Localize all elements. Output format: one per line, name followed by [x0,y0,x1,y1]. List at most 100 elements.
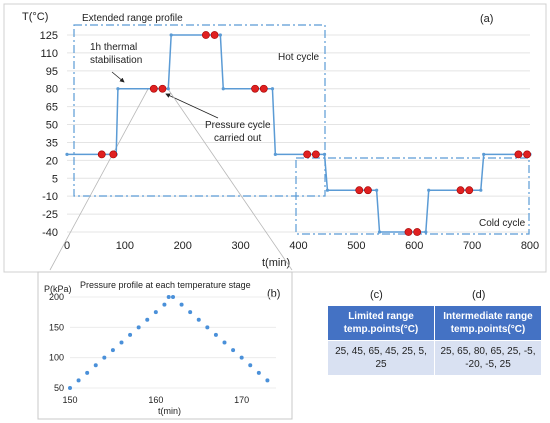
pressure-cycle-arrow [165,93,219,119]
stabilisation-arrow [111,71,125,83]
panel-b-y-label: P(kPa) [44,284,72,294]
pressure-cycle-marker [149,84,158,93]
pressure-cycle-marker [259,84,268,93]
pressure-point [231,348,236,353]
pressure-point [179,302,184,307]
x-tick-label: 170 [234,395,249,405]
pressure-cycle-marker [456,186,465,195]
series-point [424,230,428,234]
panel-b-x-label: t(min) [158,406,181,416]
pressure-cycle-marker [311,150,320,159]
y-tick-label: 110 [40,48,58,60]
pressure-point [110,348,115,353]
pressure-cycle-annotation: Pressure cycle carried out [205,120,271,144]
x-tick-label: 160 [148,395,163,405]
pressure-cycle-marker [523,150,532,159]
panel-b-label: (b) [267,288,280,300]
pressure-cycle-marker [364,186,372,195]
panel-a-label: (a) [480,13,493,25]
panel-a-title: Extended range profile [82,13,183,24]
pressure-point [153,310,158,315]
y-tick-label: 125 [40,30,58,42]
series-point [270,87,275,91]
pressure-point [205,325,210,330]
zoom-line-left [49,88,149,271]
pressure-cycle-marker [251,84,259,93]
x-tick-label: 400 [289,240,307,252]
pressure-point [239,355,244,360]
x-tick-label: 500 [347,240,365,252]
cold-cycle-box [295,157,530,235]
table-cell-limited: 25, 45, 65, 45, 25, 5, 25 [327,340,435,376]
table-row: 25, 45, 65, 45, 25, 5, 25 25, 65, 80, 65… [327,340,542,376]
panel-b-ticks: 200 150 100 50 150 160 170 [49,292,249,405]
table-header-limited: Limited range temp.points(°C) [327,305,435,341]
hot-cycle-label: Hot cycle [278,52,320,63]
series-point [375,188,379,192]
temperature-points-table: Limited range temp.points(°C) Intermedia… [327,305,542,376]
pressure-cycle-marker [514,150,523,159]
pressure-point [222,340,227,345]
table-header-row: Limited range temp.points(°C) Intermedia… [327,305,542,341]
pressure-point [85,370,90,375]
cold-cycle-label: Cold cycle [479,218,526,229]
pressure-point [166,295,171,299]
y-tick-label: 150 [49,322,64,332]
series-point [221,87,225,91]
series-point [273,152,277,156]
y-tick-label: 100 [49,353,64,363]
panel-d-label: (d) [472,289,485,301]
series-point [322,152,327,156]
stabilisation-annotation: 1h thermal stabilisation [90,42,142,66]
pressure-point [136,325,141,330]
pressure-cycle-marker [413,228,422,236]
pressure-cycle-marker [404,228,413,236]
pressure-cycle-marker [109,150,118,159]
pressure-cycle-marker [210,31,219,39]
pressure-point [256,370,261,375]
x-tick-label: 700 [463,240,481,252]
y-tick-label: -40 [42,227,58,239]
panel-b-title: Pressure profile at each temperature sta… [80,280,251,290]
panel-a-y-ticks: 125 110 95 80 65 50 35 20 5 -10 -25 -40 [40,30,58,239]
pressure-cycle-marker [303,150,312,159]
panel-b-points [68,295,270,390]
series-point [377,230,382,234]
y-tick-label: 80 [46,84,58,96]
x-tick-label: 200 [174,240,192,252]
pressure-point [76,378,81,383]
hot-cycle-box [73,24,326,197]
pressure-point [119,340,124,345]
pressure-point [93,363,98,368]
series-point [325,188,330,192]
pressure-point [162,302,167,307]
y-tick-label: 50 [46,120,58,132]
y-tick-label: 50 [54,383,64,393]
series-point [482,152,486,156]
pressure-cycle-marker [201,31,210,39]
series-point [65,152,69,156]
series-point [479,188,483,192]
pressure-point [128,332,133,337]
x-tick-label: 0 [64,240,70,252]
series-point [166,87,170,91]
pressure-point [171,295,175,299]
zoom-line-right [167,88,293,271]
x-tick-label: 150 [62,395,77,405]
pressure-point [102,355,107,360]
x-tick-label: 300 [231,240,249,252]
panel-c-label: (c) [370,289,383,301]
pressure-cycle-marker [465,186,474,195]
pressure-cycle-marker [355,186,364,195]
pressure-point [68,386,72,390]
pressure-point [265,378,270,383]
y-tick-label: 20 [46,155,58,167]
panel-a-y-label: T(°C) [22,11,48,23]
series-point [218,33,222,37]
table-header-intermediate: Intermediate range temp.points(°C) [434,305,542,341]
x-tick-label: 100 [116,240,134,252]
panel-a-markers [97,31,532,236]
panel-a-x-ticks: 0 100 200 300 400 500 600 700 800 [64,240,539,252]
pressure-point [196,317,201,322]
